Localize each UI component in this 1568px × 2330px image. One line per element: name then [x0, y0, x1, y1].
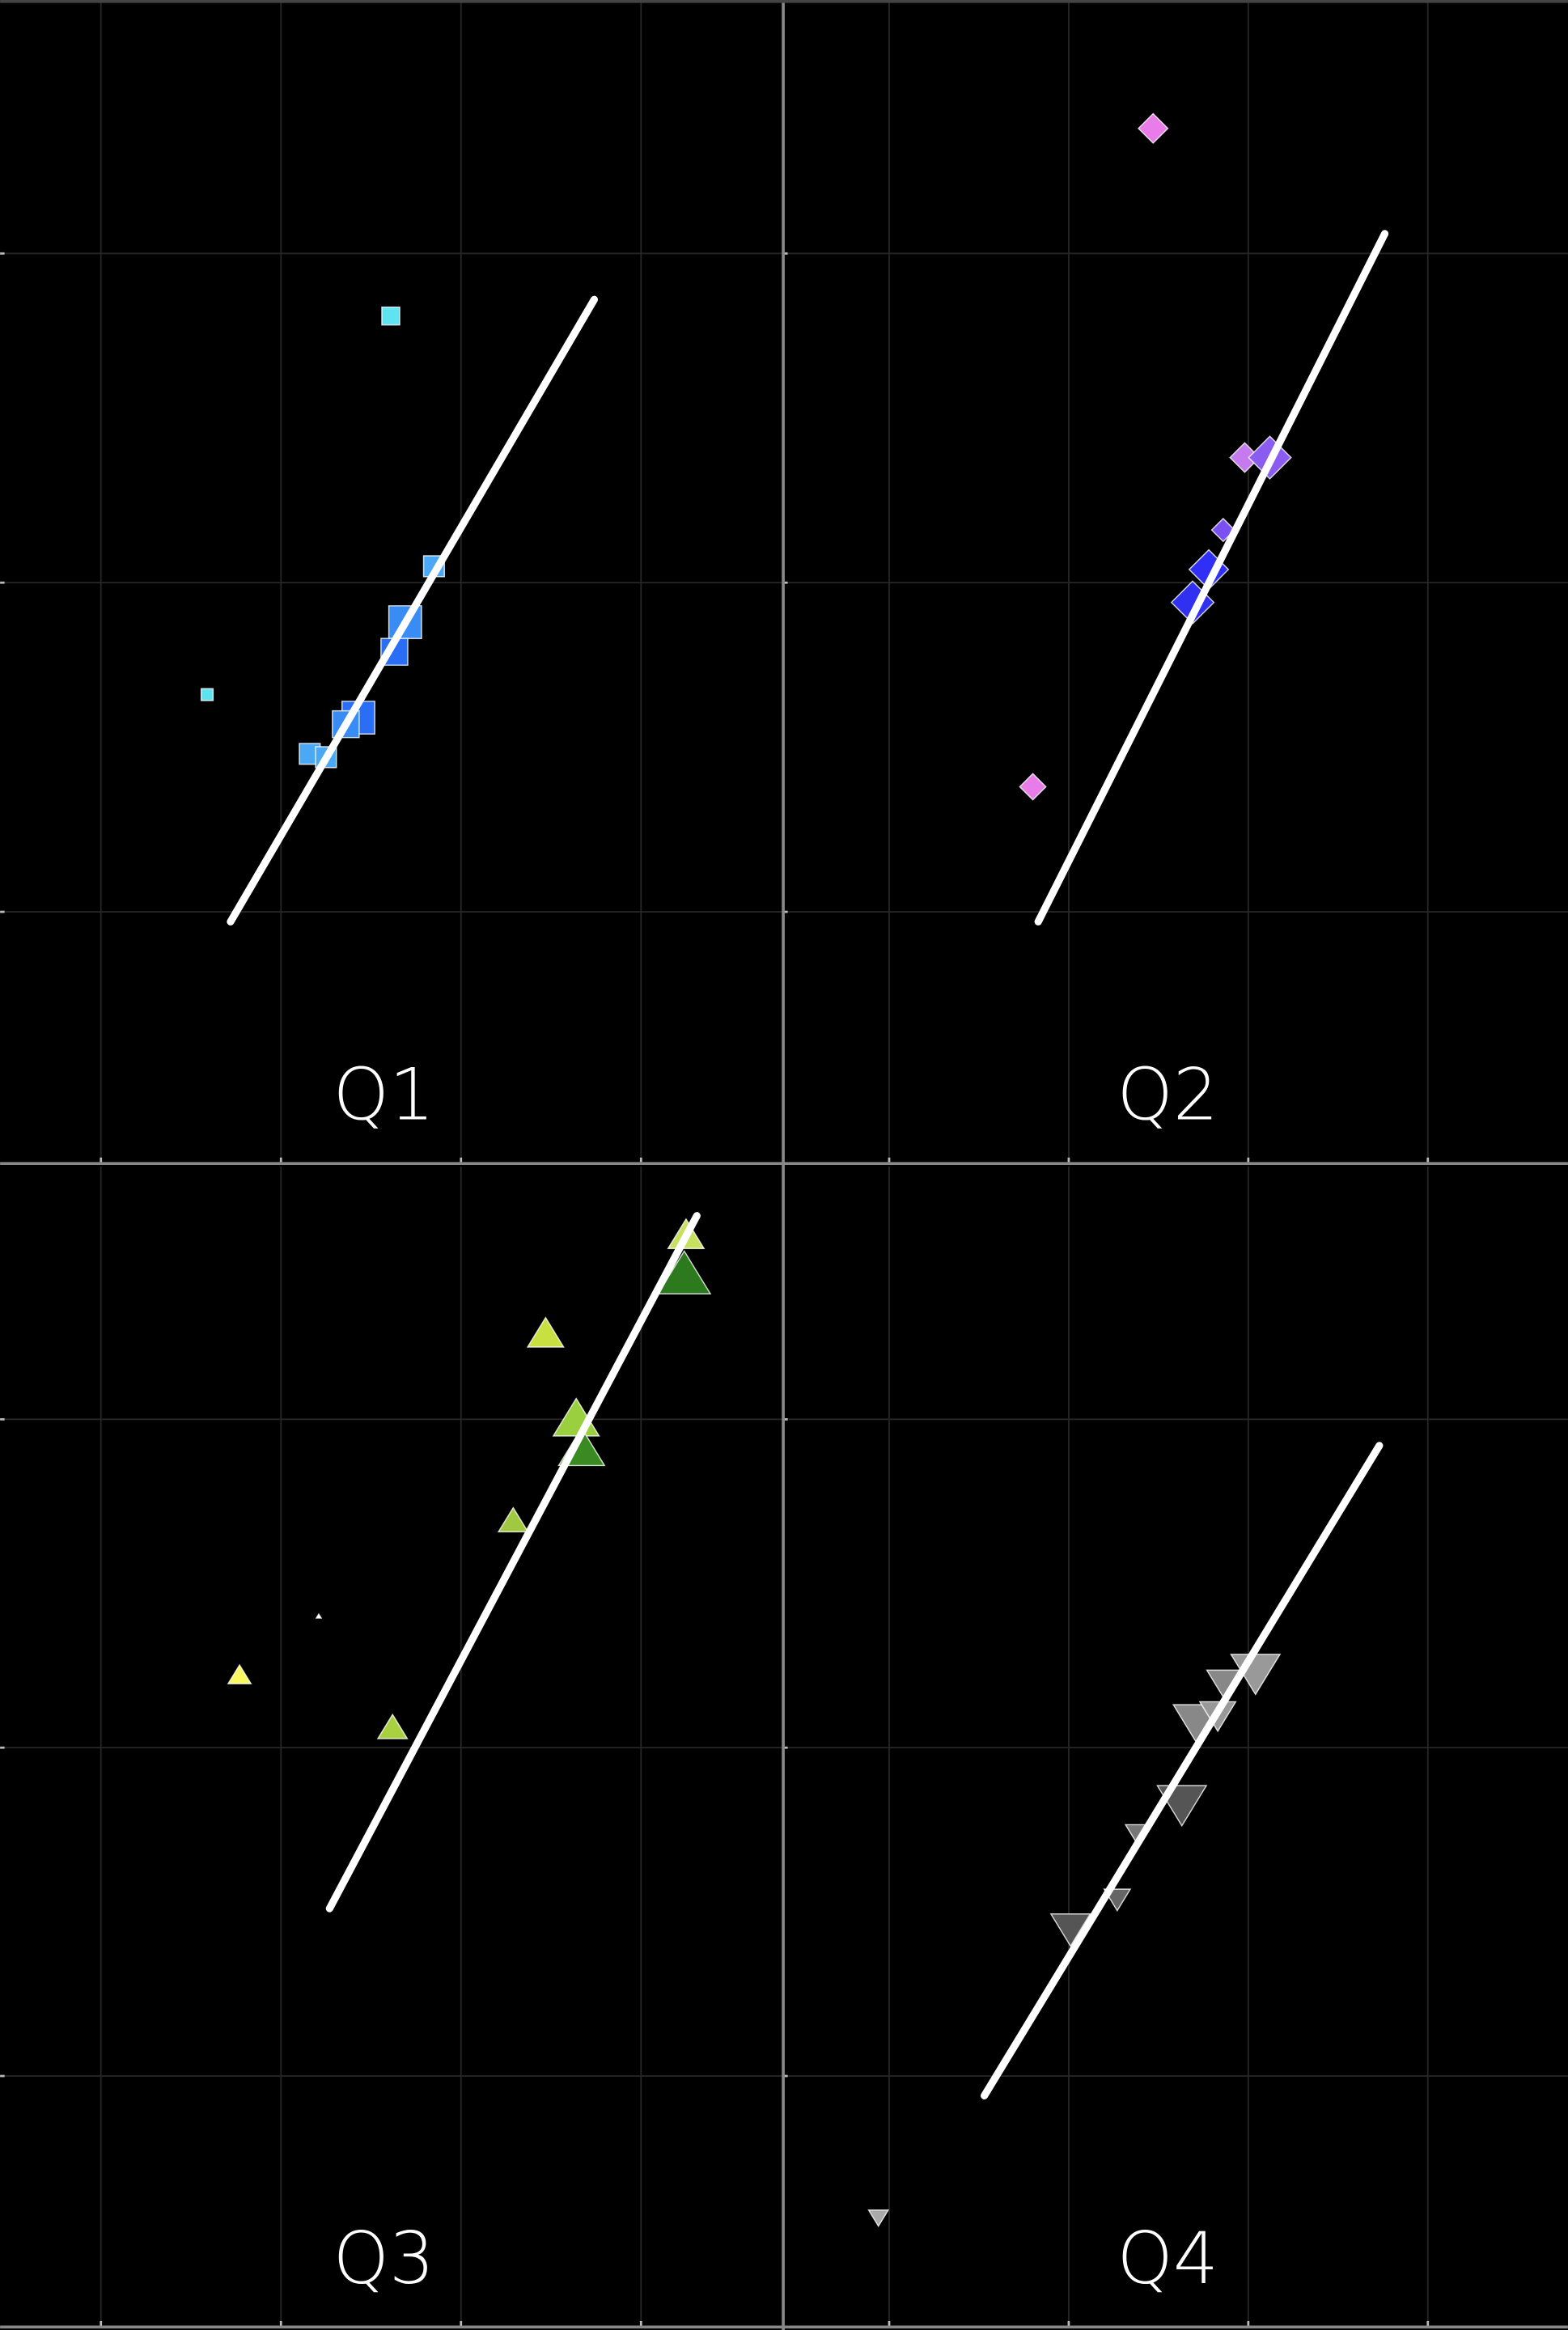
point — [1170, 580, 1215, 625]
point — [1019, 773, 1047, 801]
fit-line — [981, 1442, 1384, 2099]
panel-title: Q2 — [1117, 1053, 1218, 1137]
panel-title: Q4 — [1117, 2217, 1218, 2300]
point — [497, 1506, 529, 1533]
panel-title: Q1 — [333, 1053, 434, 1137]
point — [315, 1612, 323, 1619]
point — [200, 688, 214, 701]
fit-line — [1034, 230, 1389, 926]
point — [1049, 1913, 1091, 1947]
panel-title: Q3 — [333, 2217, 434, 2300]
point — [867, 2209, 890, 2227]
point — [657, 1249, 712, 1295]
point — [1138, 112, 1169, 144]
fit-line — [227, 295, 599, 926]
point — [381, 306, 400, 326]
point — [227, 1663, 252, 1684]
point — [526, 1316, 565, 1348]
point — [376, 1713, 409, 1739]
fit-line — [325, 1212, 701, 1913]
